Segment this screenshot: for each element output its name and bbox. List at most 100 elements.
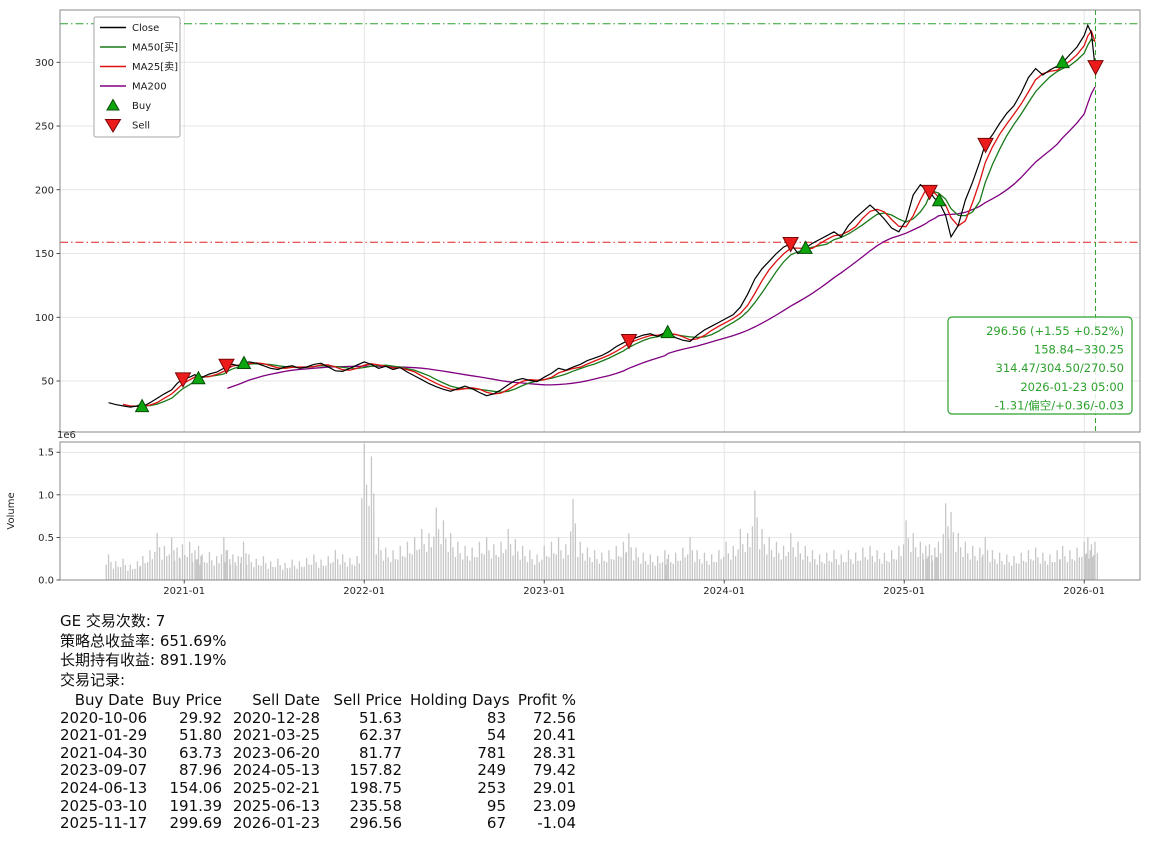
sell-marker <box>977 137 994 154</box>
trade-cell: 54 <box>486 726 506 745</box>
x-tick-label: 2021-01 <box>163 586 205 597</box>
buy-marker <box>798 240 813 254</box>
trade-cell: 154.06 <box>169 778 223 797</box>
trade-row: 2023-09-07 87.96 2024-05-13 157.82 249 79.42 <box>60 762 576 780</box>
close-line <box>108 23 1096 408</box>
legend: Close MA50[买] MA25[卖] MA200 Buy Sell <box>93 16 181 138</box>
trade-cell: 83 <box>486 708 506 727</box>
trade-cell: 2025-06-13 <box>232 796 320 815</box>
trade-markers <box>134 54 1104 413</box>
trade-cell: 2021-04-30 <box>60 743 148 762</box>
trade-cell: 2020-10-06 <box>60 708 148 727</box>
annotation-line: -1.31/偏空/+0.36/-0.03 <box>995 398 1124 412</box>
annotation-line: 2026-01-23 05:00 <box>1020 380 1124 394</box>
volume-tick-label: 0.0 <box>38 576 54 587</box>
legend-label: MA50[买] <box>132 42 178 54</box>
trade-cell: 2024-05-13 <box>232 761 320 780</box>
sell-marker <box>174 372 192 388</box>
legend-label: MA200 <box>132 82 167 93</box>
x-tick-label: 2026-01 <box>1063 586 1105 597</box>
x-tick-label: 2022-01 <box>343 586 385 597</box>
trade-cell: 299.69 <box>169 814 223 833</box>
trade-row: 2021-04-30 63.73 2023-06-20 81.77 781 28.31 <box>60 743 576 763</box>
buy-marker <box>191 370 206 385</box>
sell-marker <box>782 237 799 253</box>
trade-row: 2025-11-17 299.69 2026-01-23 296.56 67 -1.04 <box>60 815 576 833</box>
buyhold-return-line: 长期持有收益: 891.19% <box>60 651 227 669</box>
legend-label: MA25[卖] <box>132 61 178 73</box>
annotation-line: 314.47/304.50/270.50 <box>996 361 1124 375</box>
trade-cell: 2025-11-17 <box>60 814 148 833</box>
legend-label: Sell <box>132 121 150 132</box>
price-tick-label: 250 <box>35 122 54 133</box>
trade-cell: 20.41 <box>533 726 576 745</box>
volume-tick-label: 1.5 <box>38 448 54 459</box>
info-annotation: 296.56 (+1.55 +0.52%) 158.84~330.25 314.47… <box>947 316 1133 415</box>
price-tick-label: 50 <box>41 377 54 388</box>
x-tick-label: 2023-01 <box>523 586 565 597</box>
col-header-profit-pct: Profit % <box>517 691 576 709</box>
col-header-sell-date: Sell Date <box>252 691 320 709</box>
sell-marker <box>218 358 235 375</box>
volume-axis-title: Volume <box>6 492 17 529</box>
backtest-report: GE 交易次数: 7 策略总收益率: 651.69% 长期持有收益: 891.1… <box>60 612 576 833</box>
trade-cell: 81.77 <box>359 743 402 762</box>
col-header-buy-date: Buy Date <box>74 691 144 709</box>
trade-row: 2025-03-10 191.39 2025-06-13 235.58 95 23.09 <box>60 796 576 816</box>
trade-cell: 29.92 <box>179 708 222 727</box>
sell-marker <box>620 333 638 350</box>
trade-cell: 63.73 <box>179 743 222 762</box>
trade-cell: 72.56 <box>533 708 576 727</box>
trade-cell: 95 <box>486 796 506 815</box>
trade-row: 2024-06-13 154.06 2025-02-21 198.75 253 29.01 <box>60 778 576 798</box>
trade-table: Buy Date Buy Price Sell Date Sell Price … <box>60 691 576 833</box>
trade-cell: 23.09 <box>533 796 576 815</box>
col-header-holding-days: Holding Days <box>410 691 510 709</box>
volume-bars <box>105 443 1098 580</box>
sell-marker <box>1087 60 1104 76</box>
annotation-line: 158.84~330.25 <box>1034 343 1124 357</box>
volume-tick-label: 1.0 <box>38 490 54 501</box>
annotation-line: 296.56 (+1.55 +0.52%) <box>986 324 1124 338</box>
legend-sell-marker <box>104 119 122 133</box>
trade-cell: 2021-03-25 <box>232 726 320 745</box>
buy-marker <box>134 398 150 413</box>
trade-cell: 2023-09-07 <box>60 761 148 780</box>
x-tick-label: 2024-01 <box>703 586 745 597</box>
trade-rows: 2020-10-06 29.92 2020-12-28 51.63 83 72.56 202… <box>60 708 576 833</box>
trade-cell: 781 <box>477 743 506 762</box>
trade-cell: 79.42 <box>533 761 576 780</box>
volume-panel-border <box>59 441 1141 581</box>
trade-cell: 253 <box>477 778 506 797</box>
ma50-line <box>137 38 1096 407</box>
sell-marker <box>921 184 938 201</box>
trade-cell: 51.80 <box>179 726 222 745</box>
price-volume-chart: 50 100 150 200 250 300 0.0 0.5 1.0 1.5 2021-01 2022… <box>6 9 1141 597</box>
buy-marker <box>1055 54 1070 69</box>
trade-cell: 2021-01-29 <box>60 726 148 745</box>
gridlines <box>60 10 1140 581</box>
trade-cell: 198.75 <box>349 778 403 797</box>
col-header-sell-price: Sell Price <box>333 691 402 709</box>
trade-cell: 87.96 <box>179 761 222 780</box>
trade-cell: 2026-01-23 <box>232 814 320 833</box>
axis-labels: 50 100 150 200 250 300 0.0 0.5 1.0 1.5 2021-01 2022… <box>6 58 1105 597</box>
trade-cell: 2023-06-20 <box>232 743 320 762</box>
price-tick-label: 100 <box>35 313 54 324</box>
price-tick-label: 200 <box>35 185 54 196</box>
trade-row: 2020-10-06 29.92 2020-12-28 51.63 83 72.56 <box>60 708 576 728</box>
volume-tick-label: 0.5 <box>38 533 54 544</box>
legend-buy-marker <box>106 98 120 111</box>
trade-cell: 249 <box>477 761 506 780</box>
legend-label: Buy <box>132 101 151 112</box>
buy-marker <box>660 324 676 339</box>
trade-table-header: Buy Date Buy Price Sell Date Sell Price … <box>60 691 576 710</box>
trade-cell: 2024-06-13 <box>60 778 148 797</box>
legend-label: Close <box>132 23 159 34</box>
trade-cell: 191.39 <box>169 796 223 815</box>
trade-cell: 235.58 <box>349 796 403 815</box>
price-tick-label: 300 <box>35 58 54 69</box>
strategy-return-line: 策略总收益率: 651.69% <box>60 631 227 650</box>
trade-cell: 2025-02-21 <box>232 778 320 797</box>
